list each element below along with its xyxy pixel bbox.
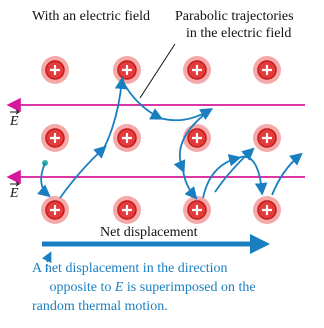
net-label: Net displacement — [100, 225, 198, 240]
caption-part: is superimposed on the — [123, 280, 255, 295]
annotation: in the electric field — [186, 26, 291, 41]
caption: random thermal motion. — [32, 299, 168, 314]
caption: A net displacement in the direction — [32, 261, 228, 276]
ions — [41, 56, 281, 224]
title: With an electric field — [32, 9, 150, 24]
leader-line — [140, 44, 175, 98]
caption: opposite to E is superimposed on the — [32, 280, 266, 295]
field-symbol: E — [9, 114, 19, 129]
field-symbol: E — [9, 186, 19, 201]
caption-symbol: E — [114, 280, 124, 295]
field-label: E E — [9, 110, 19, 201]
diagram: With an electric field Parabolic traject… — [0, 0, 324, 328]
annotation: Parabolic trajectories — [175, 9, 294, 24]
caption-part: opposite to — [50, 280, 115, 295]
